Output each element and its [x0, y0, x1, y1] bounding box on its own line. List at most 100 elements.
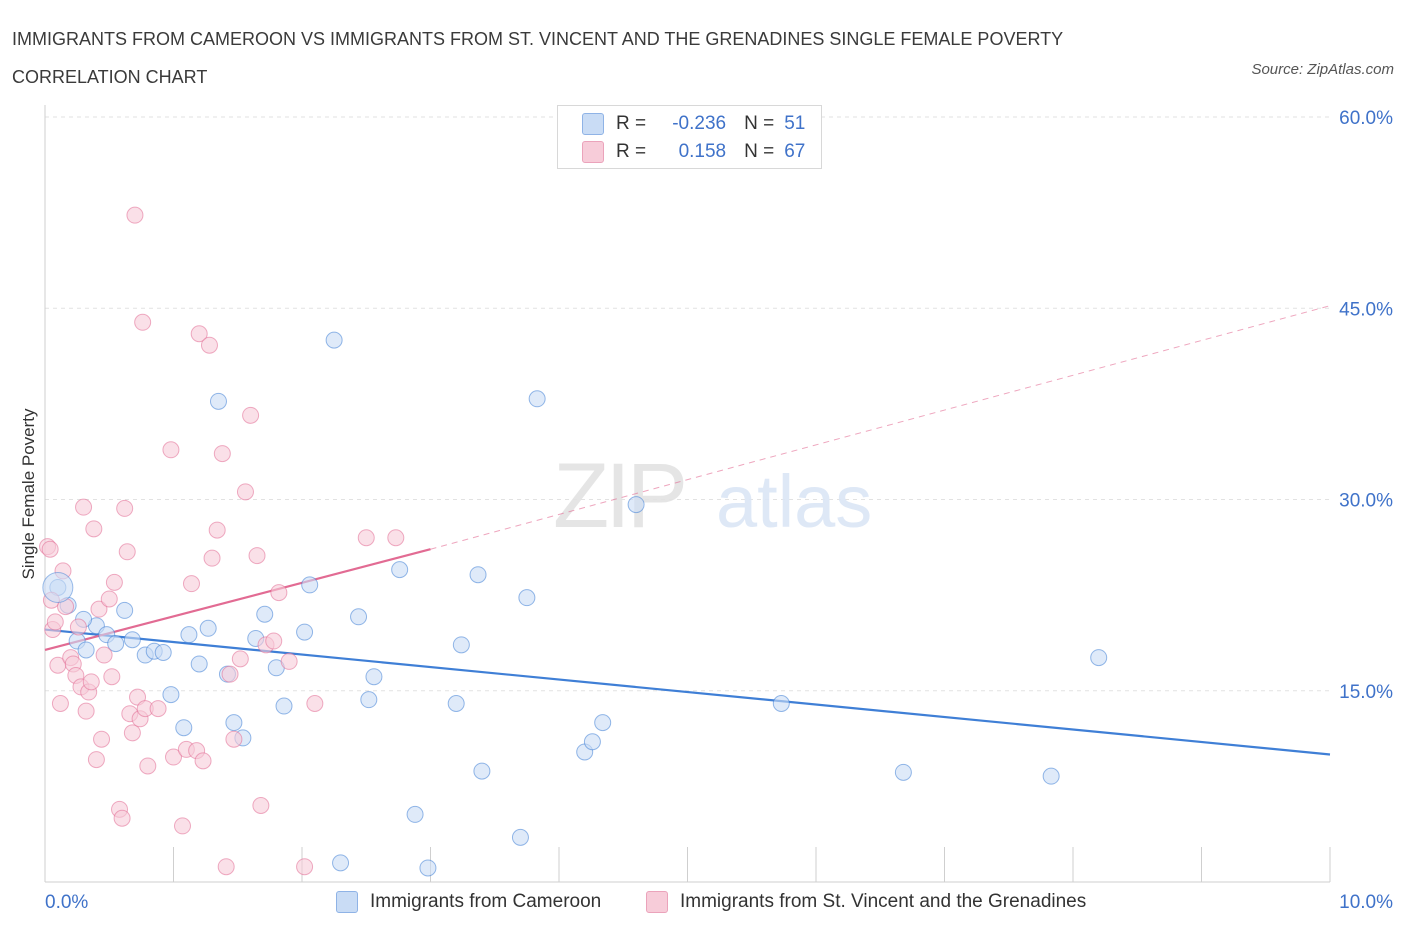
legend-item-cameroon: Immigrants from Cameroon — [336, 888, 601, 916]
point-st-vincent — [77, 702, 95, 720]
tick-labels: 15.0% 30.0% 45.0% 60.0% 0.0% 10.0% — [45, 108, 1393, 913]
point-cameroon — [275, 697, 293, 715]
point-cameroon — [225, 714, 243, 732]
y-tick-label: 60.0% — [1339, 108, 1393, 129]
trend-lines — [44, 305, 1331, 756]
point-st-vincent — [162, 441, 180, 459]
point-cameroon — [107, 635, 125, 653]
point-st-vincent — [217, 858, 235, 876]
point-cameroon — [894, 763, 912, 781]
point-cameroon — [175, 719, 193, 737]
point-cameroon — [199, 619, 217, 637]
point-st-vincent — [296, 858, 314, 876]
point-st-vincent — [248, 547, 266, 565]
x-tick-label: 0.0% — [45, 892, 88, 913]
watermark-atlas: atlas — [716, 460, 872, 543]
point-cameroon — [256, 605, 274, 623]
point-cameroon — [452, 636, 470, 654]
point-cameroon — [518, 589, 536, 607]
point-st-vincent — [200, 336, 218, 354]
point-cameroon — [325, 331, 343, 349]
point-st-vincent — [242, 406, 260, 424]
correlation-legend: R = -0.236 N = 51 R = 0.158 N = 67 — [557, 105, 822, 169]
point-st-vincent — [51, 695, 69, 712]
legend-row-cameroon: R = -0.236 N = 51 — [582, 111, 805, 137]
point-cameroon — [116, 601, 134, 619]
point-st-vincent — [208, 521, 226, 539]
legend-swatch-cameroon — [336, 891, 358, 913]
point-st-vincent — [90, 600, 108, 618]
point-st-vincent — [225, 730, 243, 748]
point-st-vincent — [126, 206, 144, 224]
point-st-vincent — [165, 748, 182, 766]
point-cameroon — [123, 631, 141, 649]
point-st-vincent — [123, 724, 141, 742]
y-tick-label: 30.0% — [1339, 491, 1393, 512]
data-points — [39, 206, 1108, 877]
point-st-vincent — [213, 445, 231, 463]
point-cameroon — [469, 566, 487, 584]
point-cameroon — [772, 695, 790, 712]
chart-title: IMMIGRANTS FROM CAMEROON VS IMMIGRANTS F… — [12, 29, 1063, 87]
legend-r-value: -0.236 — [672, 113, 727, 134]
point-st-vincent — [306, 695, 324, 712]
point-cameroon — [511, 828, 529, 846]
legend-n-value: 51 — [784, 113, 806, 134]
point-st-vincent — [93, 730, 111, 748]
legend-item-st-vincent: Immigrants from St. Vincent and the Gren… — [646, 888, 1086, 916]
point-cameroon — [627, 496, 645, 514]
point-st-vincent — [252, 797, 270, 814]
y-axis-label: Single Female Poverty — [19, 408, 38, 580]
point-cameroon — [365, 668, 383, 686]
point-cameroon — [1042, 767, 1060, 785]
point-cameroon — [391, 561, 409, 579]
point-st-vincent — [87, 751, 105, 769]
axes — [44, 105, 1331, 883]
point-cameroon — [209, 392, 227, 410]
point-cameroon — [360, 691, 378, 709]
point-st-vincent — [236, 483, 254, 501]
chart-source: Source: ZipAtlas.com — [1251, 61, 1394, 78]
point-cameroon — [42, 571, 74, 603]
legend-n-value: 67 — [784, 141, 806, 162]
legend-r-value: 0.158 — [678, 141, 727, 162]
point-cameroon — [332, 854, 350, 872]
y-tick-label: 15.0% — [1339, 682, 1393, 703]
point-st-vincent — [387, 529, 405, 547]
point-cameroon — [447, 695, 465, 712]
point-st-vincent — [46, 613, 64, 631]
point-cameroon — [473, 762, 491, 780]
point-st-vincent — [194, 752, 212, 770]
trend-extension-st-vincent — [430, 305, 1331, 550]
point-st-vincent — [190, 325, 208, 343]
point-st-vincent — [173, 817, 191, 835]
point-cameroon — [301, 576, 319, 594]
point-cameroon — [296, 623, 314, 641]
point-cameroon — [350, 608, 368, 626]
legend-swatch-cameroon — [582, 113, 604, 135]
point-st-vincent — [69, 618, 87, 636]
point-st-vincent — [116, 499, 134, 517]
point-cameroon — [583, 733, 601, 751]
point-st-vincent — [41, 540, 59, 558]
point-st-vincent — [139, 757, 157, 775]
point-st-vincent — [280, 652, 298, 670]
point-st-vincent — [75, 498, 93, 516]
watermark-zip: ZIP — [553, 445, 684, 547]
point-st-vincent — [85, 520, 103, 538]
gridlines — [45, 116, 1330, 692]
point-cameroon — [154, 644, 172, 661]
watermark: ZIP atlas — [553, 445, 872, 547]
point-cameroon — [528, 390, 546, 408]
x-tick-label: 10.0% — [1339, 892, 1393, 913]
point-cameroon — [1090, 649, 1108, 667]
point-cameroon — [419, 859, 437, 877]
point-st-vincent — [231, 650, 249, 668]
legend-row-st-vincent: R = 0.158 N = 67 — [582, 139, 805, 165]
point-cameroon — [180, 626, 198, 644]
point-st-vincent — [149, 700, 167, 718]
point-cameroon — [594, 714, 612, 732]
trend-line-cameroon — [44, 628, 1331, 756]
legend-swatch-st-vincent — [646, 891, 668, 913]
